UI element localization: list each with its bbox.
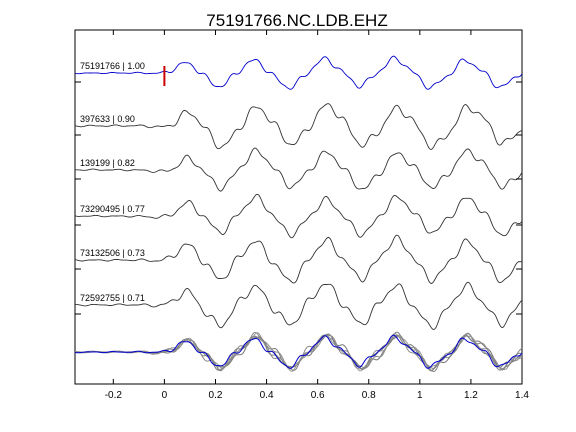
trace-label: 72592755 | 0.71 <box>80 293 145 303</box>
x-tick-label: 0.4 <box>260 390 274 401</box>
x-tick-label: 0.6 <box>311 390 325 401</box>
trace-label: 75191766 | 1.00 <box>80 61 145 71</box>
x-axis: -0.2 0 0.2 0.4 0.6 0.8 1 1.2 1.4 <box>105 30 529 401</box>
x-tick-label: -0.2 <box>105 390 123 401</box>
plot-content <box>74 55 523 373</box>
waveform-trace <box>75 281 523 330</box>
x-tick-label: 1 <box>417 390 423 401</box>
chart-title: 75191766.NC.LDB.EHZ <box>206 11 387 30</box>
trace-label: 139199 | 0.82 <box>80 158 135 168</box>
trace-label: 397633 | 0.90 <box>80 114 135 124</box>
x-tick-label: 0.2 <box>209 390 223 401</box>
x-tick-label: 0.8 <box>362 390 376 401</box>
reference-trace <box>74 55 523 90</box>
x-tick-label: 1.4 <box>515 390 529 401</box>
stacked-reference-trace <box>74 334 523 369</box>
trace-labels: 75191766 | 1.00 397633 | 0.90 139199 | 0.8… <box>80 61 145 303</box>
waveform-trace <box>74 234 523 284</box>
plot-area-frame <box>74 29 523 385</box>
waveform-trace <box>74 193 523 239</box>
waveform-trace <box>75 147 523 192</box>
waveform-trace <box>74 103 523 150</box>
trace-label: 73132506 | 0.73 <box>80 248 145 258</box>
trace-label: 73290495 | 0.77 <box>80 204 145 214</box>
x-tick-label: 1.2 <box>464 390 478 401</box>
x-tick-label: 0 <box>162 390 168 401</box>
